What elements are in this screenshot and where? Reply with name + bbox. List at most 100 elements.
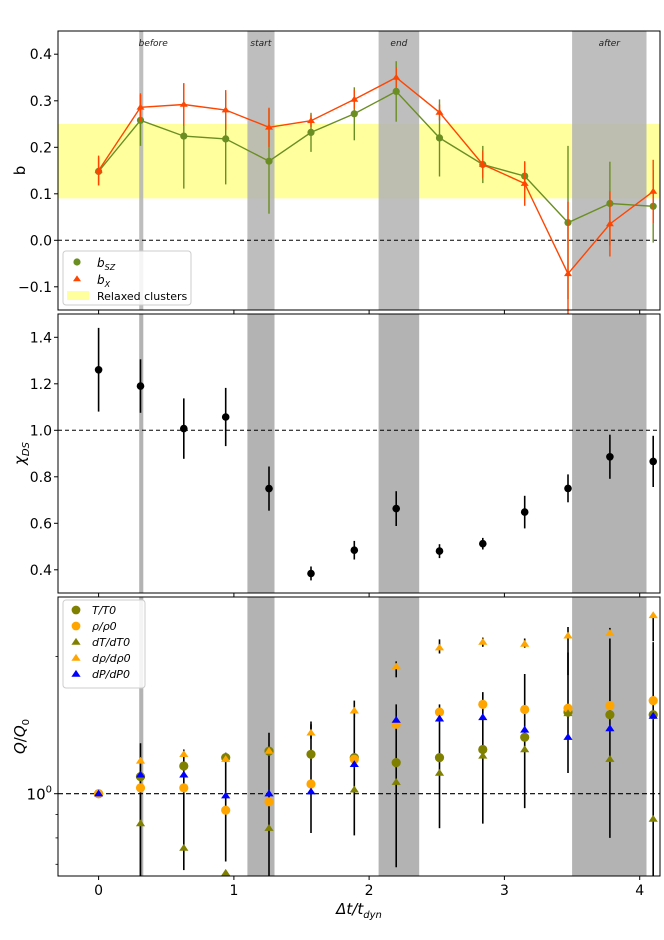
data-point: [605, 701, 615, 711]
data-point: [520, 725, 530, 733]
data-point: [648, 814, 658, 822]
data-point: [349, 785, 359, 793]
data-point: [264, 747, 274, 754]
band-label-start: start: [250, 39, 271, 49]
series-line: [98, 76, 654, 275]
data-point: [221, 755, 231, 762]
y-tick-label: 0.3: [30, 94, 52, 110]
shaded-band-end: [378, 31, 420, 310]
data-point: [434, 714, 445, 722]
data-point: [520, 732, 530, 742]
data-point: [649, 457, 657, 466]
data-point: [478, 744, 488, 755]
y-tick-ten: 10: [27, 786, 46, 804]
x-label-slash: /t: [350, 900, 364, 918]
data-point: [479, 539, 487, 548]
shaded-band-end: [378, 314, 420, 593]
data-point: [264, 789, 274, 797]
y-label-slash: /: [11, 736, 29, 742]
data-point: [391, 778, 401, 785]
x-tick-label: 3: [500, 883, 509, 899]
y-label-sub: 0: [21, 719, 32, 725]
series-line: [98, 90, 654, 224]
data-point: [350, 95, 359, 102]
y-axis-label: Q/Q0: [11, 719, 32, 754]
data-point: [391, 662, 401, 670]
data-point: [648, 696, 658, 706]
data-point: [606, 453, 614, 461]
data-point: [179, 770, 189, 778]
data-point: [520, 639, 530, 647]
y-tick-label: 0.4: [30, 563, 52, 579]
shaded-band-before: [139, 597, 144, 876]
legend-marker: [71, 621, 81, 631]
data-point: [135, 783, 146, 793]
y-axis-label: b: [11, 166, 29, 176]
data-point: [605, 629, 615, 636]
data-point: [478, 160, 487, 167]
data-point: [179, 761, 189, 771]
data-point: [265, 484, 273, 493]
panel-top: before start end after−0.10.00.10.20.30.4bb…: [11, 30, 661, 346]
band-label-end: end: [390, 39, 407, 49]
y-label-q: Q: [11, 742, 29, 754]
y-tick-label: 0.1: [30, 187, 52, 203]
data-point: [265, 123, 273, 130]
data-point: [306, 787, 316, 795]
data-point: [435, 547, 444, 555]
data-point: [520, 508, 529, 516]
data-point: [563, 733, 573, 740]
legend-label: ρ/ρ0: [92, 620, 117, 633]
shaded-band-before: [139, 314, 144, 593]
series-drho: [135, 611, 658, 764]
data-point: [135, 756, 146, 764]
data-point: [478, 638, 488, 645]
relaxed-clusters-band: [58, 124, 660, 199]
data-point: [221, 791, 231, 799]
axes-frame: [57, 313, 661, 594]
data-point: [306, 728, 316, 736]
y-tick-label: 100: [27, 785, 52, 804]
legend-marker-bsz: [73, 258, 81, 266]
data-point: [307, 569, 315, 578]
data-point: [605, 710, 615, 720]
y-tick-label: 0.0: [30, 233, 52, 249]
data-point: [391, 716, 401, 723]
x-label-sub: dyn: [363, 910, 382, 921]
data-point: [94, 366, 103, 374]
legend-label: dT/dT0: [92, 636, 130, 649]
data-point: [478, 751, 488, 759]
data-point: [180, 424, 188, 433]
data-point: [94, 789, 104, 797]
band-label-after: after: [599, 39, 622, 49]
legend-bsz-sub: SZ: [105, 263, 116, 272]
data-point: [221, 868, 231, 876]
y-label-sub: DS: [21, 441, 32, 456]
data-point: [135, 819, 146, 827]
data-point: [350, 110, 358, 118]
data-point: [349, 760, 359, 767]
legend-bsz-main: b: [97, 256, 105, 270]
data-point: [648, 611, 658, 619]
y-tick-label: 1.0: [30, 423, 52, 439]
shaded-band-end: [378, 597, 420, 876]
x-label-main: Δt: [335, 900, 353, 918]
legend-swatch-relaxed: [67, 291, 89, 300]
data-point: [392, 504, 401, 513]
y-label-chi: χ: [11, 455, 29, 466]
y-label-q2: Q: [11, 725, 29, 737]
shaded-band-before: [139, 31, 144, 310]
shaded-band-start: [247, 314, 275, 593]
data-point: [434, 707, 445, 717]
data-point: [265, 157, 273, 165]
data-point: [264, 797, 274, 807]
data-point: [306, 779, 316, 789]
data-point: [350, 546, 359, 554]
data-point: [222, 135, 230, 143]
data-point: [349, 754, 359, 764]
shaded-band-start: [247, 31, 275, 310]
data-point: [563, 709, 573, 717]
legend-marker: [71, 605, 81, 615]
shaded-band-start: [247, 597, 275, 876]
